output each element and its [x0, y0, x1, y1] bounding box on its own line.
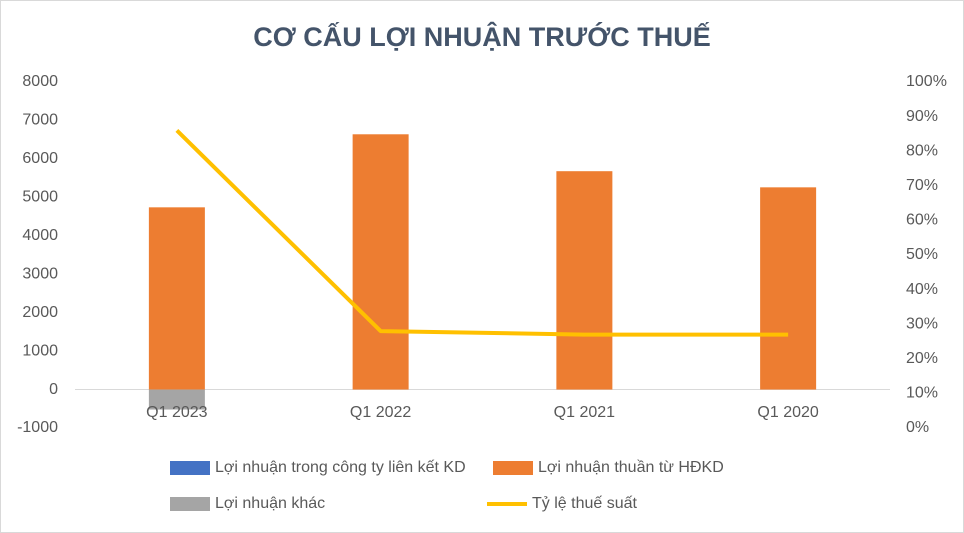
y2-tick-label: 0%	[906, 419, 929, 436]
y-tick-label: 5000	[22, 189, 58, 206]
y2-tick-label: 50%	[906, 246, 938, 263]
y-tick-label: 7000	[22, 112, 58, 129]
y2-tick-label: 70%	[906, 177, 938, 194]
y2-tick-label: 60%	[906, 212, 938, 229]
x-tick-label: Q1 2022	[350, 404, 411, 421]
bar	[148, 389, 205, 410]
y-tick-label: 4000	[22, 227, 58, 244]
y2-tick-label: 10%	[906, 385, 938, 402]
y-tick-label: 1000	[22, 342, 58, 359]
y-tick-label: 3000	[22, 265, 58, 282]
legend-swatch	[170, 461, 210, 475]
legend-label: Lợi nhuận khác	[215, 495, 325, 512]
x-tick-label: Q1 2023	[146, 404, 207, 421]
y-tick-label: 6000	[22, 150, 58, 167]
chart-title: CƠ CẤU LỢI NHUẬN TRƯỚC THUẾ	[253, 21, 710, 52]
y2-tick-label: 40%	[906, 281, 938, 298]
y2-tick-label: 30%	[906, 315, 938, 332]
line	[175, 129, 789, 337]
bar	[760, 187, 817, 390]
legend-label: Tỷ lệ thuế suất	[532, 495, 638, 512]
y-tick-label: 8000	[22, 73, 58, 90]
legend-swatch	[493, 461, 533, 475]
y2-tick-label: 90%	[906, 108, 938, 125]
x-tick-label: Q1 2020	[757, 404, 818, 421]
y2-tick-label: 20%	[906, 350, 938, 367]
x-tick-label: Q1 2021	[554, 404, 615, 421]
y2-tick-label: 100%	[906, 73, 947, 90]
bar	[148, 207, 205, 390]
y-tick-label: 2000	[22, 304, 58, 321]
bar	[352, 134, 409, 390]
legend-label: Lợi nhuận trong công ty liên kết KD	[215, 459, 466, 476]
y-tick-label: -1000	[17, 419, 58, 436]
y2-tick-label: 80%	[906, 142, 938, 159]
legend-label: Lợi nhuận thuần từ HĐKD	[538, 459, 724, 476]
bar	[556, 171, 613, 390]
legend-swatch	[170, 497, 210, 511]
y-tick-label: 0	[49, 381, 58, 398]
